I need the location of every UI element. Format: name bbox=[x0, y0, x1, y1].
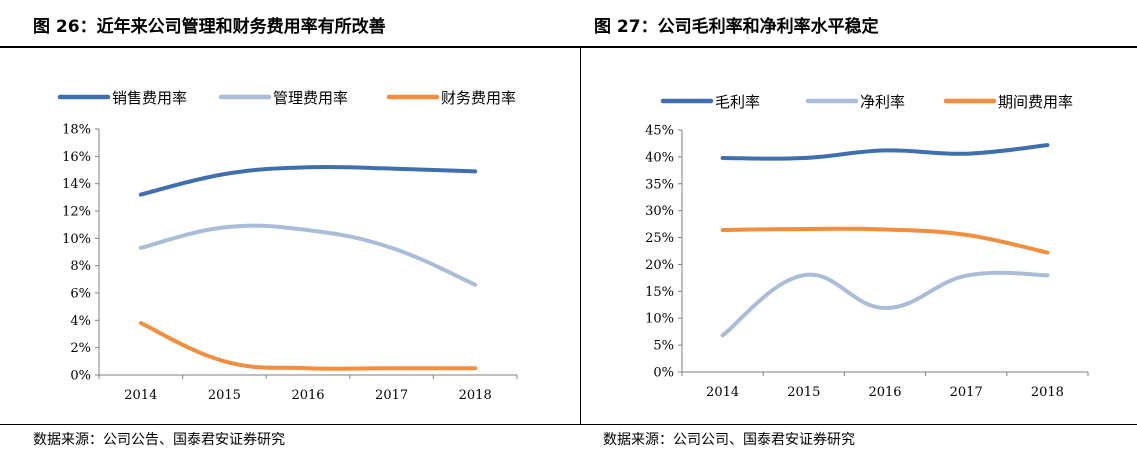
right-series-line-3 bbox=[720, 226, 1050, 255]
right-legend-label-1: 毛利率 bbox=[715, 93, 760, 111]
right-y-tick-label: 15% bbox=[645, 285, 674, 300]
left-data-source: 数据来源：公司公告、国泰君安证券研究 bbox=[33, 432, 285, 448]
right-y-tick-label: 35% bbox=[645, 177, 674, 192]
left-x-tick-label: 2014 bbox=[124, 388, 157, 403]
right-y-tick-label: 0% bbox=[653, 366, 674, 381]
right-figure-title: 图 27：公司毛利率和净利率水平稳定 bbox=[594, 17, 879, 37]
right-x-tick-label: 2014 bbox=[706, 385, 739, 400]
right-x-tick-label: 2015 bbox=[787, 385, 820, 400]
left-legend-label-2: 管理费用率 bbox=[273, 89, 348, 107]
left-y-tick-label: 14% bbox=[62, 177, 91, 192]
right-y-tick-label: 10% bbox=[645, 312, 674, 327]
left-series-line-3 bbox=[138, 321, 478, 371]
left-legend-label-1: 销售费用率 bbox=[112, 89, 187, 107]
left-y-tick-label: 0% bbox=[70, 369, 91, 384]
left-y-tick-label: 8% bbox=[70, 259, 91, 274]
top-rule bbox=[0, 46, 1137, 48]
right-legend-label-2: 净利率 bbox=[860, 93, 905, 111]
left-series-line-2 bbox=[138, 223, 478, 287]
right-figure-panel: 图 27：公司毛利率和净利率水平稳定 0% 5% 10% 15% 20% 25% 30% 35… bbox=[581, 0, 1137, 462]
right-y-tick-label: 5% bbox=[653, 339, 674, 354]
right-y-tick-label: 40% bbox=[645, 150, 674, 165]
left-series-line-1 bbox=[138, 164, 478, 197]
right-x-tick-label: 2016 bbox=[868, 385, 901, 400]
left-y-tick-label: 16% bbox=[62, 150, 91, 165]
left-legend-label-3: 财务费用率 bbox=[441, 89, 516, 107]
right-x-tick-label: 2017 bbox=[950, 385, 983, 400]
left-y-tick-label: 6% bbox=[70, 287, 91, 302]
right-legend-label-3: 期间费用率 bbox=[998, 93, 1073, 111]
right-data-source: 数据来源：公司公司、国泰君安证券研究 bbox=[603, 432, 855, 448]
right-y-tick-label: 25% bbox=[645, 231, 674, 246]
panel-divider bbox=[580, 48, 581, 424]
left-y-tick-label: 10% bbox=[62, 232, 91, 247]
left-figure-title: 图 26：近年来公司管理和财务费用率有所改善 bbox=[33, 17, 386, 37]
left-y-tick-label: 18% bbox=[62, 123, 91, 138]
right-y-tick-label: 30% bbox=[645, 204, 674, 219]
left-y-tick-label: 12% bbox=[62, 205, 91, 220]
right-series-line-1 bbox=[720, 143, 1050, 161]
right-y-tick-label: 20% bbox=[645, 258, 674, 273]
left-x-tick-label: 2017 bbox=[375, 388, 408, 403]
left-x-tick-label: 2016 bbox=[291, 388, 324, 403]
bottom-rule bbox=[0, 424, 1137, 425]
right-line-chart: 0% 5% 10% 15% 20% 25% 30% 35% 40% 45% 2014 2015 2016… bbox=[645, 93, 1089, 400]
left-x-tick-label: 2018 bbox=[459, 388, 492, 403]
left-figure-panel: 图 26：近年来公司管理和财务费用率有所改善 0% 2% 4% 6% 8% 10% 12% 1… bbox=[33, 17, 518, 448]
right-y-tick-label: 45% bbox=[645, 124, 674, 139]
left-y-tick-label: 4% bbox=[70, 314, 91, 329]
left-line-chart: 0% 2% 4% 6% 8% 10% 12% 14% 16% 18% 2014 2015 2016 201… bbox=[57, 89, 518, 403]
left-y-tick-label: 2% bbox=[70, 341, 91, 356]
right-series-line-2 bbox=[720, 270, 1050, 338]
right-x-tick-label: 2018 bbox=[1031, 385, 1064, 400]
left-x-tick-label: 2015 bbox=[208, 388, 241, 403]
